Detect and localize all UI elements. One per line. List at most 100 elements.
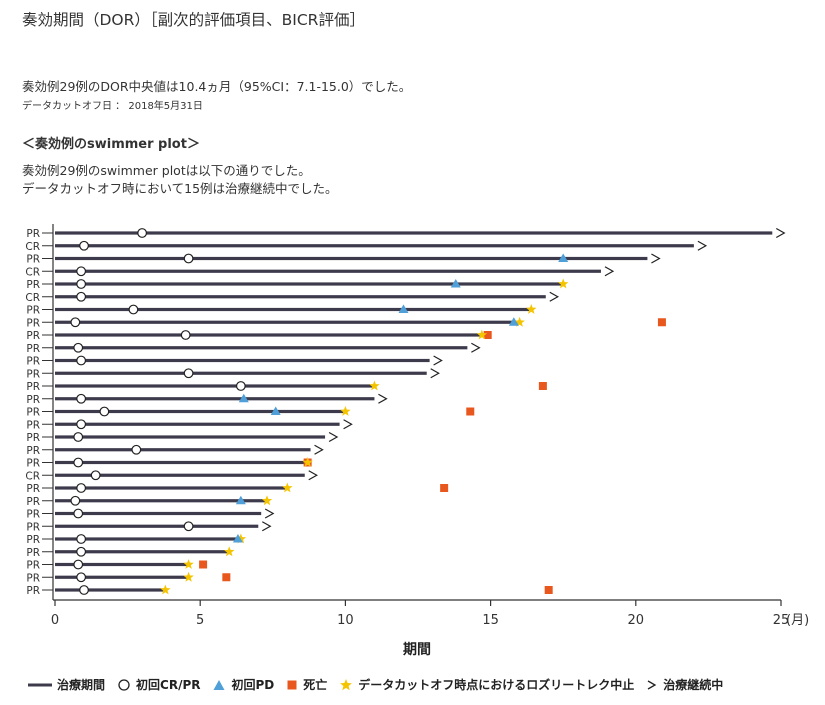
- response-marker: [183, 521, 194, 532]
- response-marker: [180, 330, 191, 340]
- treatment-bar: [55, 486, 288, 490]
- x-tick-label: 0: [51, 613, 59, 628]
- legend-first-response: 初回CR/PR: [117, 676, 200, 693]
- legend-first-pd: 初回PD: [212, 676, 274, 693]
- discontinued-marker: [369, 380, 380, 391]
- row-response-label: PR: [26, 407, 40, 419]
- row-response-label: PR: [26, 356, 40, 368]
- legend-first-response-label: 初回CR/PR: [136, 678, 201, 692]
- legend-death: 死亡: [286, 676, 327, 693]
- response-marker: [73, 342, 84, 353]
- patient-row: CR: [25, 470, 318, 482]
- death-marker: [483, 331, 492, 339]
- square-icon: [287, 680, 297, 689]
- response-marker: [76, 393, 87, 404]
- row-response-label: PR: [26, 254, 40, 266]
- treatment-bar: [55, 256, 648, 261]
- ongoing-marker: [430, 368, 440, 379]
- discontinued-marker: [476, 329, 488, 340]
- patient-row: PR: [26, 304, 537, 317]
- ongoing-marker: [314, 444, 324, 455]
- body-text-line-2: データカットオフ時において15例は治療継続中でした。: [22, 181, 338, 196]
- treatment-bar: [55, 524, 259, 528]
- ongoing-marker: [378, 393, 388, 404]
- patient-row: PR: [26, 571, 231, 584]
- death-marker: [466, 407, 475, 416]
- death-marker: [538, 382, 547, 390]
- response-marker: [76, 534, 87, 544]
- legend-death-label: 死亡: [303, 678, 328, 692]
- treatment-bar: [55, 550, 230, 554]
- legend-treatment: 治療期間: [28, 676, 105, 693]
- data-cutoff-date: データカットオフ日 ： 2018年5月31日: [22, 101, 203, 112]
- row-response-label: PR: [26, 445, 40, 457]
- response-marker: [76, 279, 87, 289]
- row-response-label: CR: [25, 266, 40, 278]
- x-ticks: 0 5 10 15 20 25: [51, 600, 789, 628]
- patient-row: PR: [26, 368, 440, 380]
- ongoing-marker: [433, 355, 443, 366]
- legend-ongoing-label: 治療継続中: [663, 678, 724, 692]
- row-response-label: PR: [26, 458, 40, 470]
- patient-row: PR: [26, 253, 661, 266]
- response-marker: [79, 240, 89, 251]
- response-marker: [76, 266, 87, 277]
- response-marker: [128, 304, 139, 315]
- treatment-bar: [55, 588, 166, 592]
- patient-row: PR: [26, 444, 324, 457]
- response-marker: [73, 559, 84, 570]
- patient-row: PR: [26, 380, 547, 393]
- patient-row: PR: [26, 431, 339, 444]
- row-response-label: PR: [26, 547, 40, 559]
- row-response-label: PR: [26, 279, 40, 291]
- treatment-bar: [55, 473, 305, 477]
- death-marker: [440, 484, 449, 492]
- ongoing-marker: [775, 227, 786, 239]
- legend-ongoing: 治療継続中: [646, 676, 723, 693]
- treatment-bar: [55, 244, 694, 248]
- treatment-bar: [55, 511, 262, 516]
- patient-row: PR: [26, 546, 235, 559]
- discontinued-marker: [183, 559, 194, 569]
- body-text-line-1: 奏効例29例のswimmer plotは以下の通りでした。: [22, 163, 311, 178]
- response-marker: [70, 317, 81, 328]
- patient-row: CR: [25, 291, 559, 304]
- treatment-bar: [55, 358, 430, 363]
- x-tick-label: 5: [196, 613, 204, 628]
- patient-row: CR: [25, 240, 708, 253]
- discontinued-marker: [160, 584, 171, 595]
- ongoing-marker: [343, 419, 353, 430]
- legend: 治療期間 初回CR/PR 初回PD 死亡 データカットオフ時点におけるロズリート…: [28, 676, 735, 693]
- response-marker: [76, 419, 87, 430]
- legend-treatment-label: 治療期間: [57, 678, 106, 692]
- x-tick-label: 20: [628, 613, 645, 628]
- row-response-label: PR: [26, 330, 40, 342]
- treatment-bar: [55, 269, 601, 273]
- ongoing-marker: [604, 266, 615, 277]
- legend-discontinued: データカットオフ時点におけるロズリートレク中止: [339, 676, 634, 693]
- row-response-label: PR: [26, 317, 40, 329]
- section-title: ＜奏効例のswimmer plot＞: [22, 137, 200, 152]
- treatment-bar: [55, 448, 311, 452]
- patient-row: PR: [26, 342, 481, 355]
- response-marker: [99, 406, 110, 417]
- pd-marker: [558, 253, 569, 262]
- patient-row: CR: [25, 266, 615, 278]
- response-marker: [76, 572, 87, 583]
- row-response-label: PR: [26, 228, 40, 240]
- response-marker: [76, 483, 87, 493]
- death-marker: [222, 573, 231, 582]
- x-axis-unit: (月): [786, 613, 809, 628]
- row-response-label: PR: [26, 368, 40, 380]
- response-marker: [73, 508, 84, 519]
- treatment-bar: [55, 460, 308, 465]
- row-response-label: PR: [26, 509, 40, 521]
- chevron-right-icon: [647, 679, 657, 690]
- row-response-label: PR: [26, 419, 40, 431]
- patient-row: PR: [26, 227, 786, 240]
- discontinued-marker: [224, 546, 235, 557]
- star-icon: [340, 678, 353, 690]
- row-response-label: PR: [26, 483, 40, 495]
- ongoing-marker: [261, 521, 272, 532]
- patient-row: PR: [26, 329, 492, 342]
